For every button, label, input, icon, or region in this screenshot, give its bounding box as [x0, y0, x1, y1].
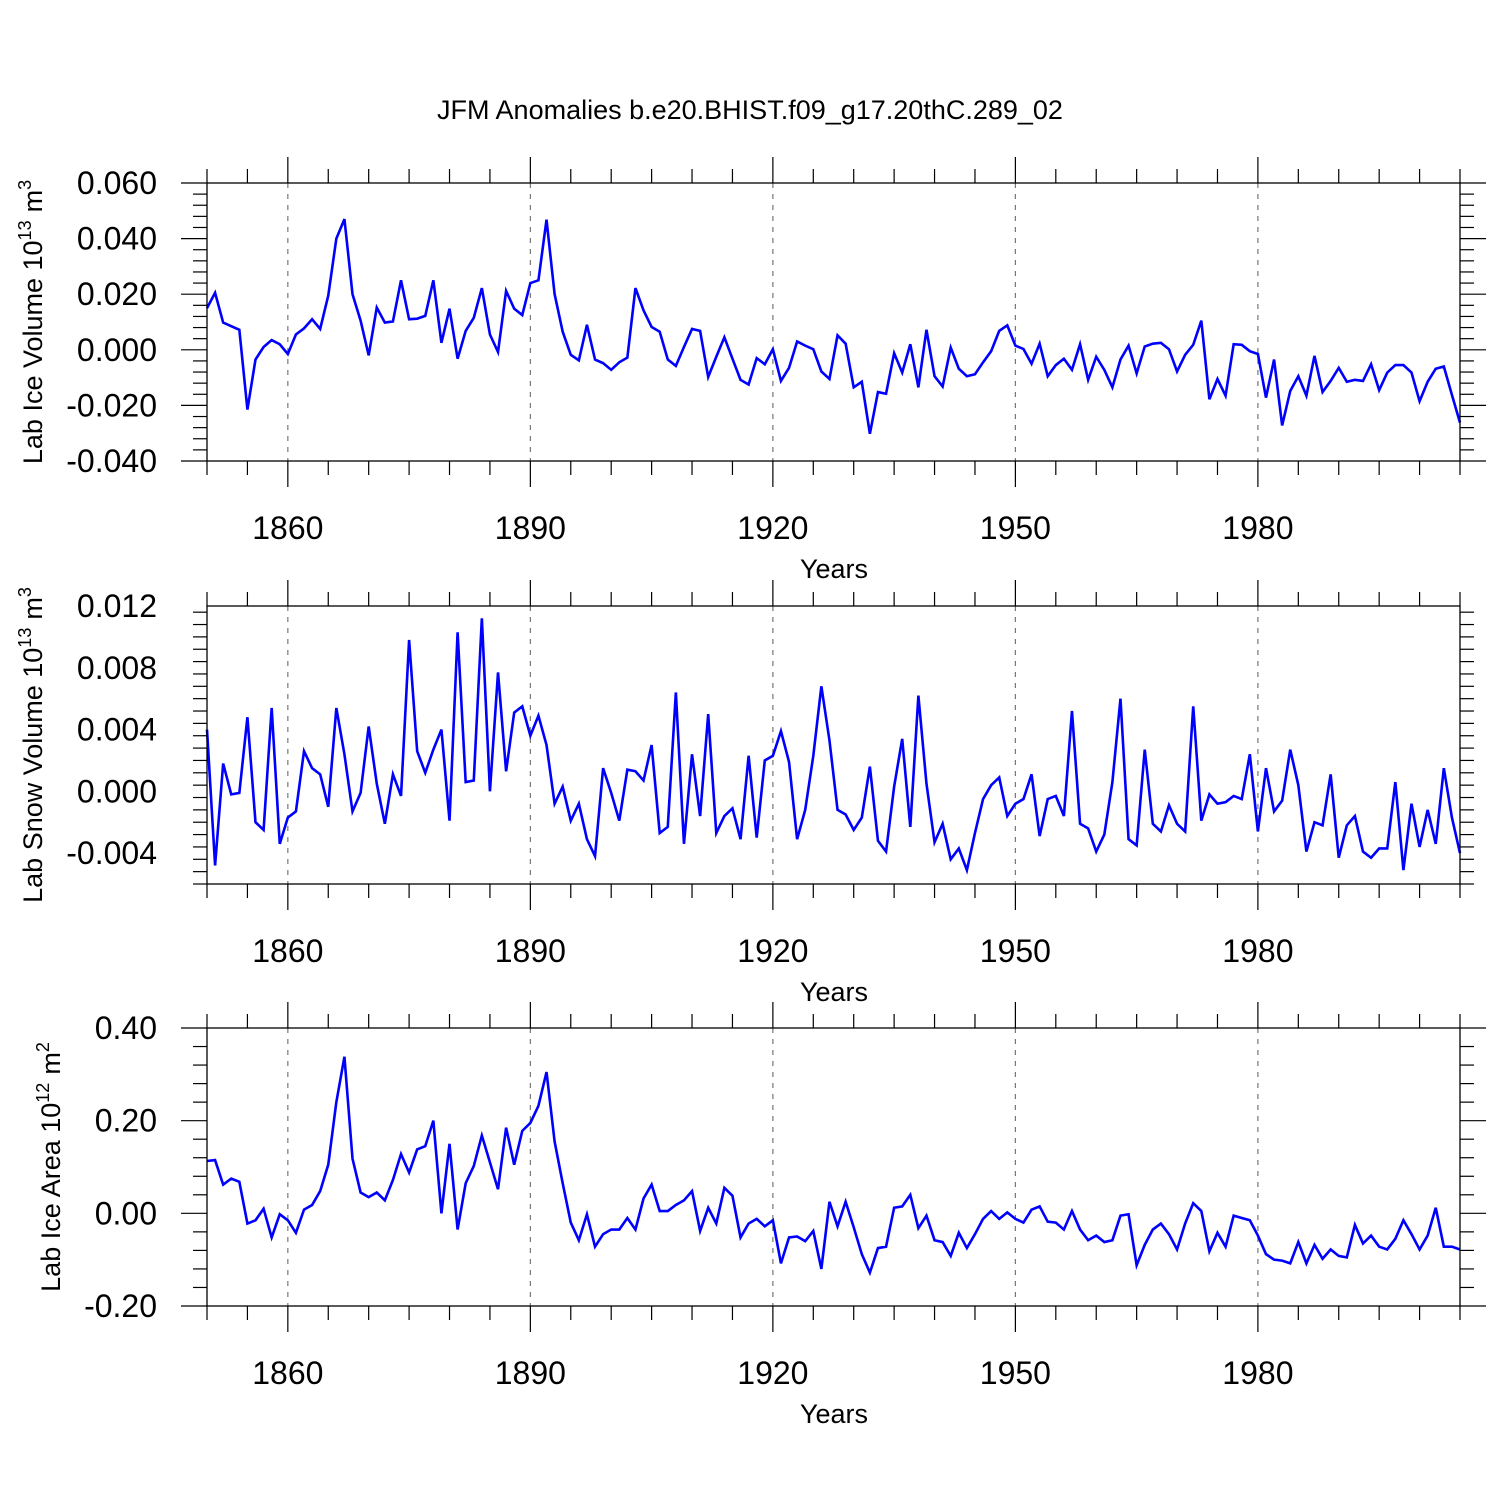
y-axis-title-unit-exponent: 3: [15, 180, 35, 190]
x-tick-label: 1890: [495, 933, 566, 969]
plot-frame: [206, 1027, 1461, 1307]
x-tick-label: 1950: [980, 1355, 1051, 1391]
y-tick-label: 0.020: [77, 276, 157, 312]
x-tick-label: 1980: [1222, 510, 1293, 546]
y-tick-label: 0.00: [95, 1195, 157, 1231]
y-axis-title-main: Lab Snow Volume 10: [18, 648, 48, 903]
y-axis-title: Lab Snow Volume 1013 m3: [15, 587, 48, 903]
x-axis-title: Years: [800, 1399, 868, 1429]
data-series-line: [205, 218, 1462, 435]
y-tick-label: 0.012: [77, 588, 157, 624]
panel-1: -0.040 -0.020 0.000 0.020 0.040 0.060 1860 1890…: [15, 157, 1486, 584]
x-tick-label: 1980: [1222, 1355, 1293, 1391]
y-tick-label: -0.004: [66, 835, 157, 871]
x-tick-label: 1920: [737, 1355, 808, 1391]
y-tick-label: 0.060: [77, 165, 157, 201]
x-axis-title: Years: [800, 554, 868, 584]
chart-title: JFM Anomalies b.e20.BHIST.f09_g17.20thC.…: [437, 95, 1063, 125]
y-tick-label: 0.40: [95, 1010, 157, 1046]
x-tick-label: 1890: [495, 1355, 566, 1391]
plot-frame: [206, 182, 1461, 462]
x-tick-label: 1920: [737, 933, 808, 969]
y-axis-title-unit-exponent: 3: [15, 587, 35, 597]
y-axis-title-exponent: 12: [33, 1083, 53, 1103]
y-tick-label: -0.20: [84, 1288, 157, 1324]
panel-2: -0.004 0.000 0.004 0.008 0.012 1860 1890 1920 19…: [15, 580, 1474, 1007]
plot-frame: [206, 605, 1461, 885]
panel-3: -0.20 0.00 0.20 0.40 1860 1890 1920 1950 1980 Yea…: [33, 1002, 1486, 1429]
y-axis-title-unit: m: [36, 1052, 66, 1075]
x-tick-label: 1980: [1222, 933, 1293, 969]
x-tick-label: 1860: [252, 510, 323, 546]
y-axis-title-main: Lab Ice Volume 10: [18, 240, 48, 464]
x-tick-label: 1920: [737, 510, 808, 546]
y-tick-label: 0.20: [95, 1103, 157, 1139]
data-series-line: [206, 1056, 1461, 1277]
y-tick-label: 0.000: [77, 773, 157, 809]
y-axis-title-exponent: 13: [15, 628, 35, 648]
x-tick-label: 1950: [980, 510, 1051, 546]
y-axis-title: Lab Ice Volume 1013 m3: [15, 180, 48, 464]
panels: -0.040 -0.020 0.000 0.020 0.040 0.060 1860 1890…: [15, 157, 1486, 1429]
data-series-line: [205, 618, 1462, 875]
x-tick-label: 1950: [980, 933, 1051, 969]
x-tick-label: 1860: [252, 933, 323, 969]
y-axis-title-unit-exponent: 2: [33, 1042, 53, 1052]
y-axis-title-main: Lab Ice Area 10: [36, 1103, 66, 1292]
y-axis-title-unit: m: [18, 190, 48, 213]
x-tick-label: 1860: [252, 1355, 323, 1391]
y-tick-label: -0.040: [66, 443, 157, 479]
y-tick-label: 0.008: [77, 650, 157, 686]
y-tick-label: -0.020: [66, 387, 157, 423]
x-axis-title: Years: [800, 977, 868, 1007]
y-axis-title-unit: m: [18, 597, 48, 620]
y-tick-label: 0.004: [77, 712, 157, 748]
y-axis-title-exponent: 13: [15, 220, 35, 240]
x-tick-label: 1890: [495, 510, 566, 546]
y-tick-label: 0.040: [77, 221, 157, 257]
y-axis-title: Lab Ice Area 1012 m2: [33, 1042, 66, 1292]
y-tick-label: 0.000: [77, 332, 157, 368]
